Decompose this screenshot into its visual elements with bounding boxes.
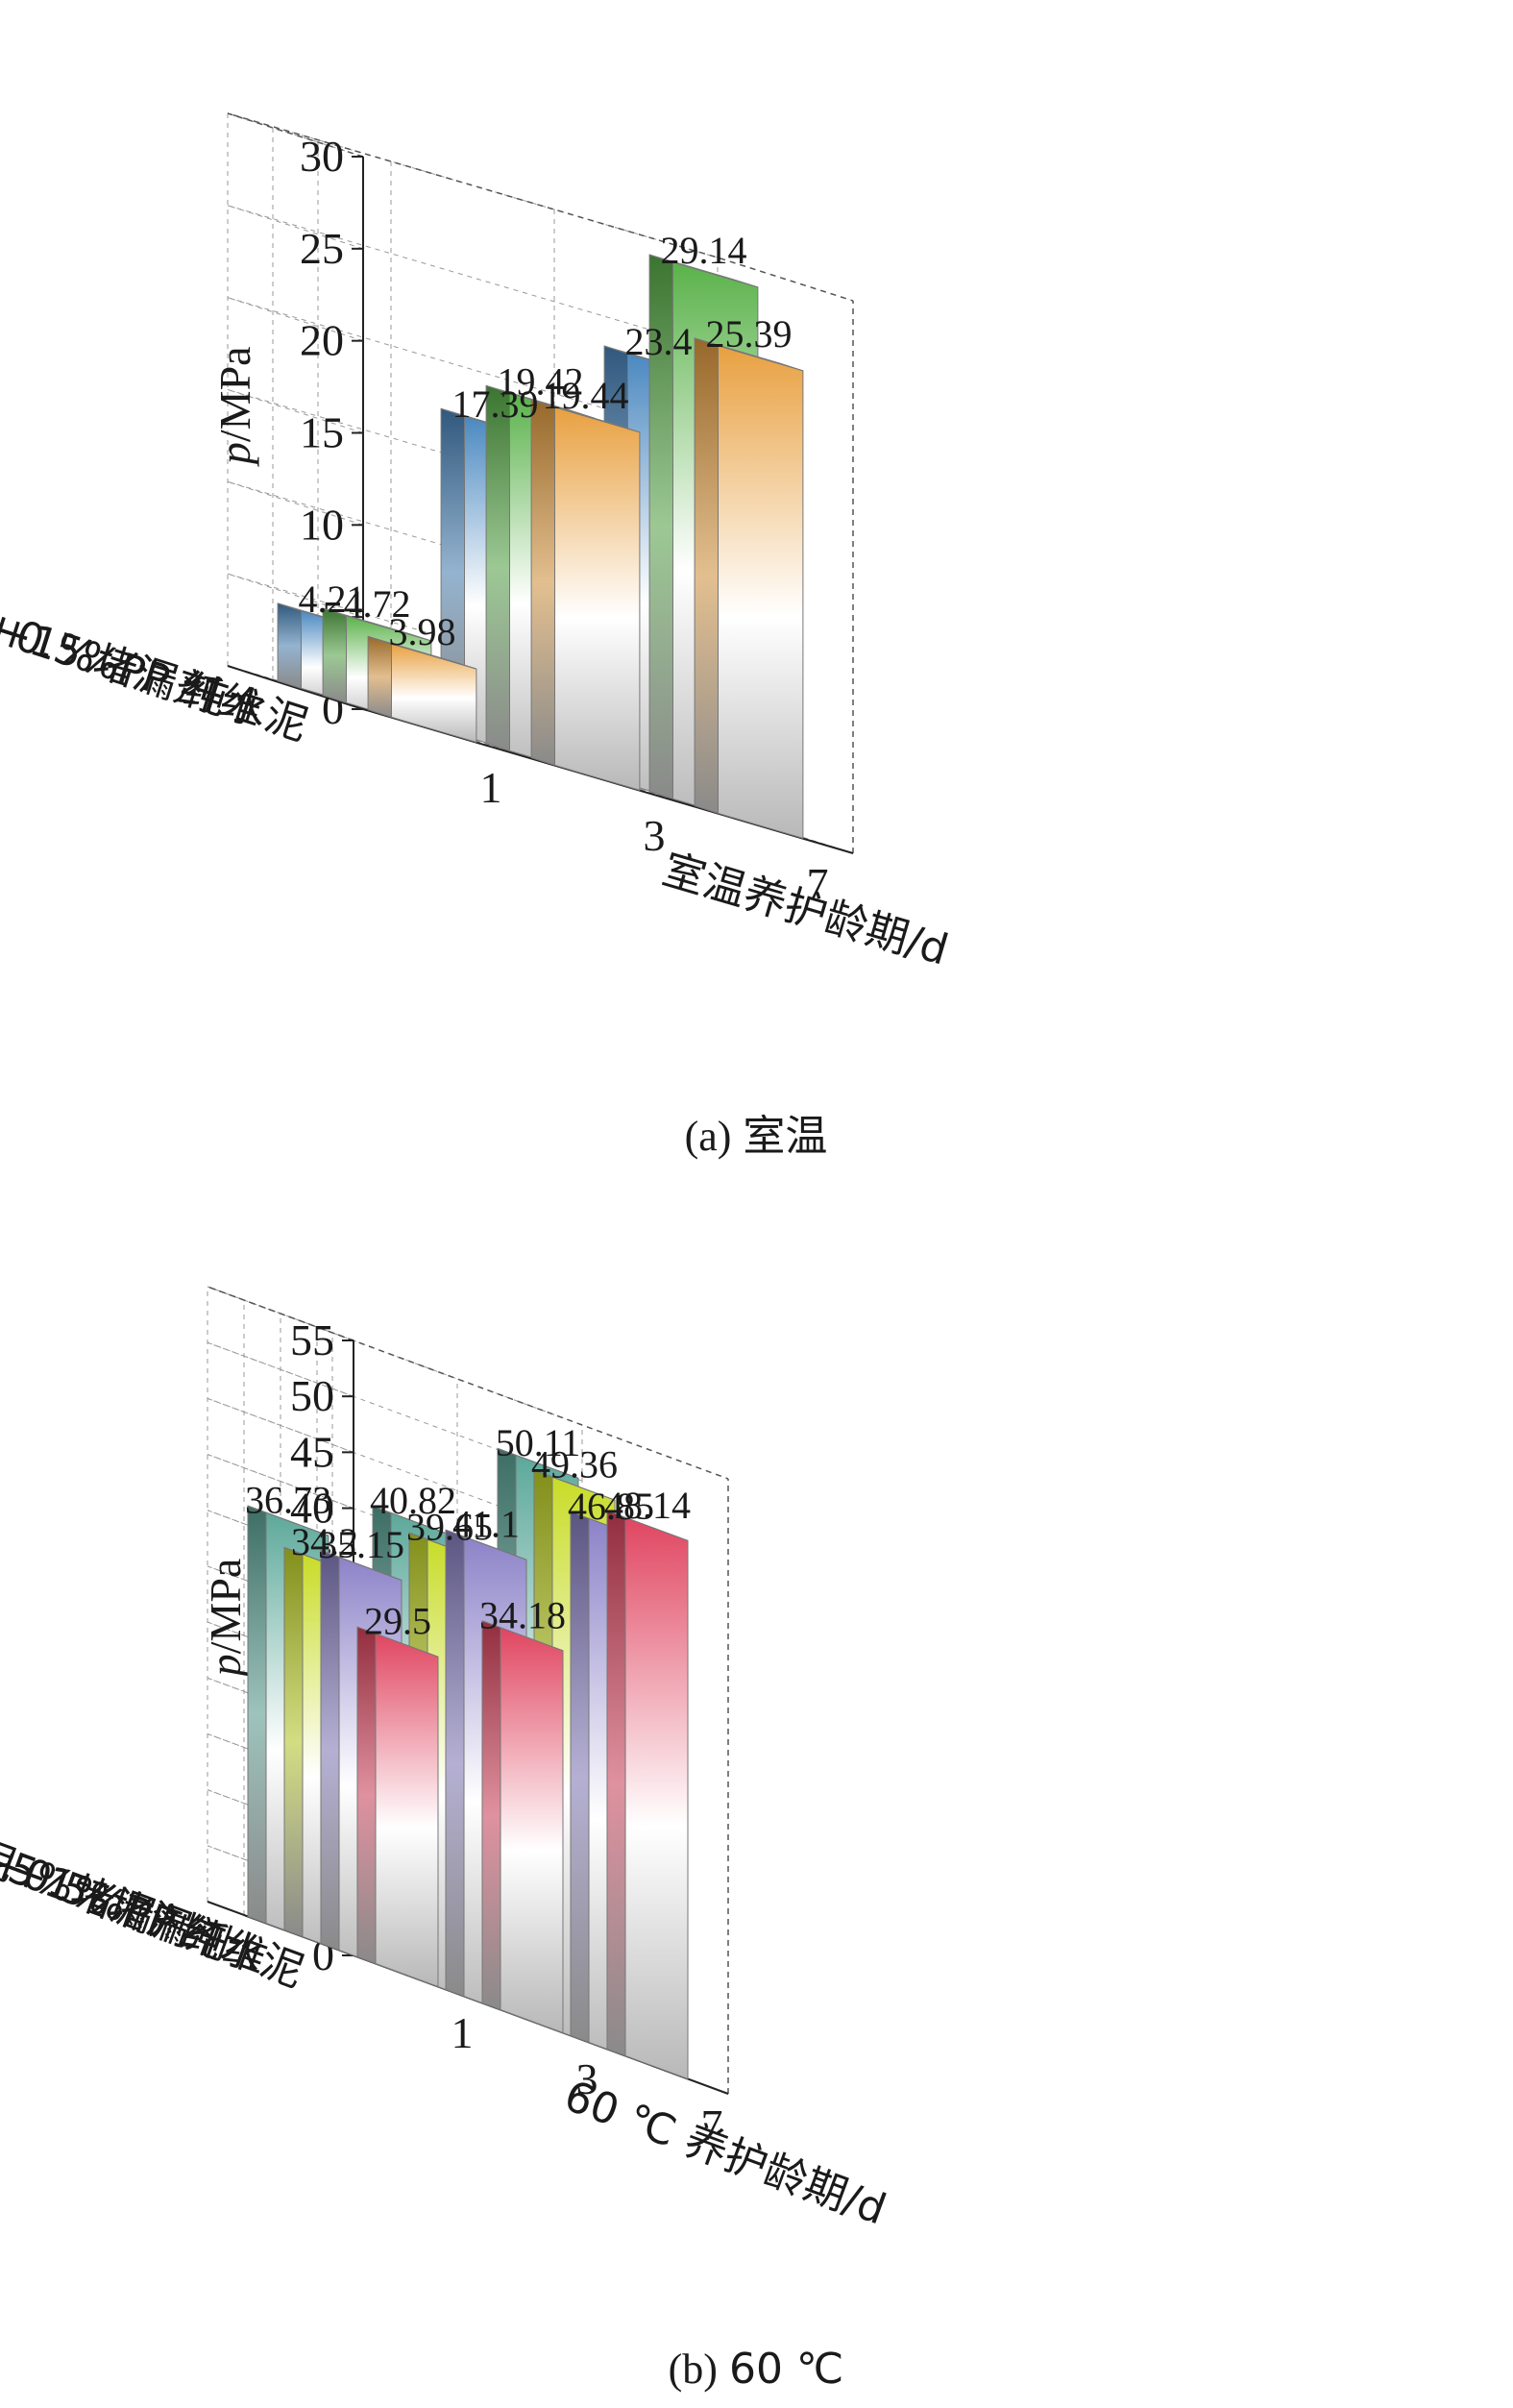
bar-side [481, 1620, 501, 2011]
bar-front [500, 1627, 564, 2034]
bar-top [322, 607, 432, 642]
bar [694, 337, 804, 840]
bar-top [247, 1505, 329, 1536]
x-tick-label: 7 [807, 859, 829, 908]
bar-side [320, 1549, 340, 1952]
x-tick-label: 1 [480, 763, 502, 812]
bar [356, 1626, 439, 1988]
y-axis-label-unit: /MPa [210, 346, 259, 442]
bar-front [375, 1633, 439, 1988]
data-label: 34.18 [479, 1593, 566, 1636]
bar [606, 1510, 689, 2080]
bar-top [445, 1529, 527, 1560]
x-axis-title: 室温养护龄期/d [657, 845, 954, 974]
row-label: 水泥+5%堵漏剂 [0, 1803, 201, 1957]
bar [367, 635, 477, 744]
bar [481, 1620, 564, 2034]
bar-top [372, 1506, 454, 1536]
y-tick-label: 20 [300, 316, 344, 365]
y-axis-label: p/MPa [201, 1559, 250, 1680]
bar-top [356, 1626, 439, 1658]
bar-top [694, 337, 804, 372]
bar-front [624, 1516, 689, 2080]
data-label: 50.11 [496, 1421, 581, 1464]
data-label: 4.21 [299, 577, 366, 621]
data-label: 23.4 [625, 320, 693, 363]
caption: (a) 室温 [685, 1112, 828, 1161]
bar-front [718, 345, 804, 840]
y-tick-label: 25 [300, 224, 344, 273]
bar-side [606, 1510, 626, 2057]
y-axis-label-italic: p [210, 442, 259, 467]
bar-top [320, 1550, 403, 1581]
y-tick-label: 50 [290, 1371, 334, 1420]
box-outline [227, 112, 854, 853]
x-tick-label: 3 [644, 811, 666, 860]
data-label: 19.44 [543, 374, 629, 417]
bar-side [570, 1511, 590, 2044]
y-tick-label: 55 [290, 1315, 334, 1364]
x-tick-label: 3 [576, 2054, 598, 2103]
y-tick-label: 15 [300, 408, 344, 457]
row-axis [227, 665, 364, 710]
bar-side [485, 384, 510, 752]
bar-top [367, 635, 477, 670]
x-tick-label: 1 [451, 2008, 474, 2057]
bar [530, 399, 641, 792]
data-label: 46.85 [568, 1485, 654, 1528]
bar-top [530, 399, 641, 433]
y-axis-label: p/MPa [210, 346, 259, 467]
bar-front [554, 406, 641, 792]
caption-main: 60 ℃ [729, 2345, 843, 2394]
data-label: 29.5 [364, 1600, 431, 1643]
value-labels: 36.73 40.82 50.11 34.2 39.65 49.36 35.15 41.1 46… [245, 1421, 691, 1643]
caption: (b) 60 ℃ [669, 2345, 844, 2394]
bar-side [247, 1505, 267, 1925]
data-label: 19.42 [498, 359, 584, 403]
bar-side [283, 1546, 304, 1938]
y-axis-label-unit: /MPa [201, 1559, 250, 1655]
data-label: 49.36 [531, 1443, 618, 1487]
bars [247, 1447, 689, 2080]
bar-side [694, 337, 719, 815]
data-label: 29.14 [661, 229, 747, 272]
caption-main: 室温 [743, 1112, 827, 1161]
caption-prefix: (a) [685, 1113, 732, 1160]
bar-top [533, 1469, 616, 1501]
data-label: 3.98 [389, 610, 456, 653]
bar-top [497, 1447, 579, 1479]
data-label: 25.39 [706, 312, 793, 356]
bar-top [481, 1620, 564, 1652]
data-label: 17.39 [452, 382, 539, 426]
caption-prefix: (b) [669, 2346, 718, 2393]
data-label: 41.1 [452, 1503, 520, 1546]
y-tick-label: 30 [300, 132, 344, 181]
y-tick-label: 45 [290, 1427, 334, 1476]
data-label: 35.15 [318, 1523, 404, 1566]
value-labels: 4.21 17.39 23.4 4.72 19.42 29.14 3.98 19.44 25.3… [299, 229, 793, 653]
data-label: 36.73 [245, 1479, 331, 1522]
x-axis-title: 60 ℃ 养护龄期/d [558, 2072, 892, 2235]
data-label: 34.2 [291, 1520, 358, 1563]
bar-side [530, 399, 555, 767]
data-label: 48.14 [604, 1484, 691, 1527]
x-tick-label: 7 [701, 2101, 723, 2150]
bars [277, 254, 804, 840]
y-tick-label: 10 [300, 500, 344, 549]
bar-top [606, 1510, 689, 1541]
data-label: 4.72 [344, 582, 411, 626]
bar-side [356, 1626, 377, 1965]
bar-top [648, 254, 759, 288]
bar-side [445, 1529, 465, 1998]
data-label: 39.65 [406, 1506, 493, 1549]
y-axis-label-italic: p [201, 1654, 250, 1679]
data-label: 40.82 [370, 1479, 456, 1522]
box-outline [207, 1286, 729, 2094]
row-label: 水泥+1%堵漏剂 [0, 579, 224, 722]
